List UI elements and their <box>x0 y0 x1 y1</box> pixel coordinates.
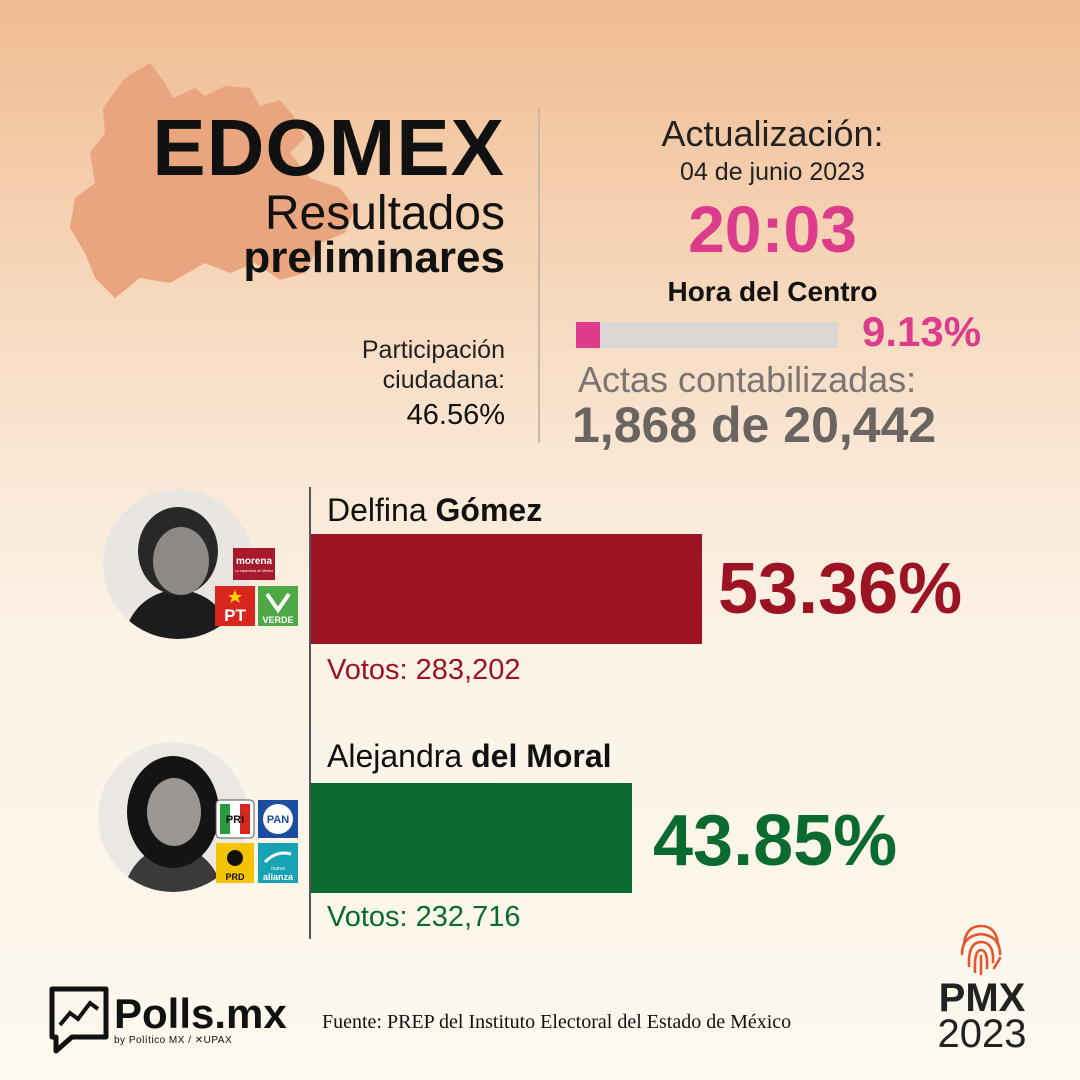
vote-bar-del-moral <box>311 783 632 893</box>
candidate-name-gomez: Delfina Gómez <box>327 492 543 528</box>
participation-label: Participación ciudadana: <box>361 336 505 394</box>
vote-percent-del-moral: 43.85% <box>653 801 898 881</box>
morena-label: morena <box>236 556 273 567</box>
pmx-label: PMX <box>938 976 1026 1020</box>
pmx-year: 2023 <box>937 1012 1027 1056</box>
verde-label: VERDE <box>262 615 293 625</box>
vote-count-del-moral: Votos: 232,716 <box>327 901 521 933</box>
map-fill <box>70 63 355 298</box>
header-divider <box>538 108 540 443</box>
actas-count: 1,868 de 20,442 <box>572 397 937 453</box>
polls-brand-byline: by Político MX / ✕UPAX <box>114 1035 233 1046</box>
pan-logo: PAN <box>258 800 298 838</box>
page-subtitle-line2: preliminares <box>243 233 505 282</box>
polls-chart-icon <box>49 986 109 1054</box>
update-time: 20:03 <box>688 192 857 266</box>
vote-percent-gomez: 53.36% <box>718 549 963 629</box>
nueva-alianza-label: alianza <box>263 872 294 882</box>
pri-logo: PRI <box>215 799 255 839</box>
page-title: EDOMEX <box>152 103 505 192</box>
actas-progress-bar <box>576 322 838 348</box>
party-logos-gomez: morena La esperanza de México PT VERDE <box>215 548 298 626</box>
update-date: 04 de junio 2023 <box>680 158 865 186</box>
candidate-photo-gomez <box>103 489 253 639</box>
actas-progress-percent: 9.13% <box>862 308 982 355</box>
nueva-alianza-logo: nueva alianza <box>258 843 298 883</box>
pri-label: PRI <box>226 814 244 826</box>
pt-label: PT <box>224 606 246 625</box>
nueva-alianza-tagline: nueva <box>271 866 285 872</box>
fingerprint-icon <box>960 924 1002 976</box>
polls-brand: Polls.mx <box>114 990 287 1037</box>
morena-logo: morena La esperanza de México <box>233 548 275 580</box>
update-label: Actualización: <box>661 113 884 154</box>
page-subtitle-line1: Resultados <box>264 187 505 240</box>
pan-label: PAN <box>267 814 289 826</box>
prd-label: PRD <box>225 872 245 882</box>
participation-value: 46.56% <box>406 399 505 431</box>
vote-bar-gomez <box>311 534 702 644</box>
actas-label: Actas contabilizadas: <box>578 359 917 400</box>
pt-logo: PT <box>215 586 255 626</box>
update-timezone: Hora del Centro <box>667 276 878 307</box>
party-logos-del-moral: PRI PAN PRD nueva alianza <box>215 799 298 883</box>
edomex-map-shape <box>70 63 355 298</box>
source-note: Fuente: PREP del Instituto Electoral del… <box>322 1011 792 1033</box>
actas-progress-fill <box>576 322 600 348</box>
vote-count-gomez: Votos: 283,202 <box>327 654 521 686</box>
morena-tagline: La esperanza de México <box>235 569 273 573</box>
candidate-name-del-moral: Alejandra del Moral <box>327 738 612 774</box>
prd-logo: PRD <box>216 843 254 883</box>
candidates-divider <box>309 487 311 939</box>
verde-logo: VERDE <box>258 586 298 626</box>
